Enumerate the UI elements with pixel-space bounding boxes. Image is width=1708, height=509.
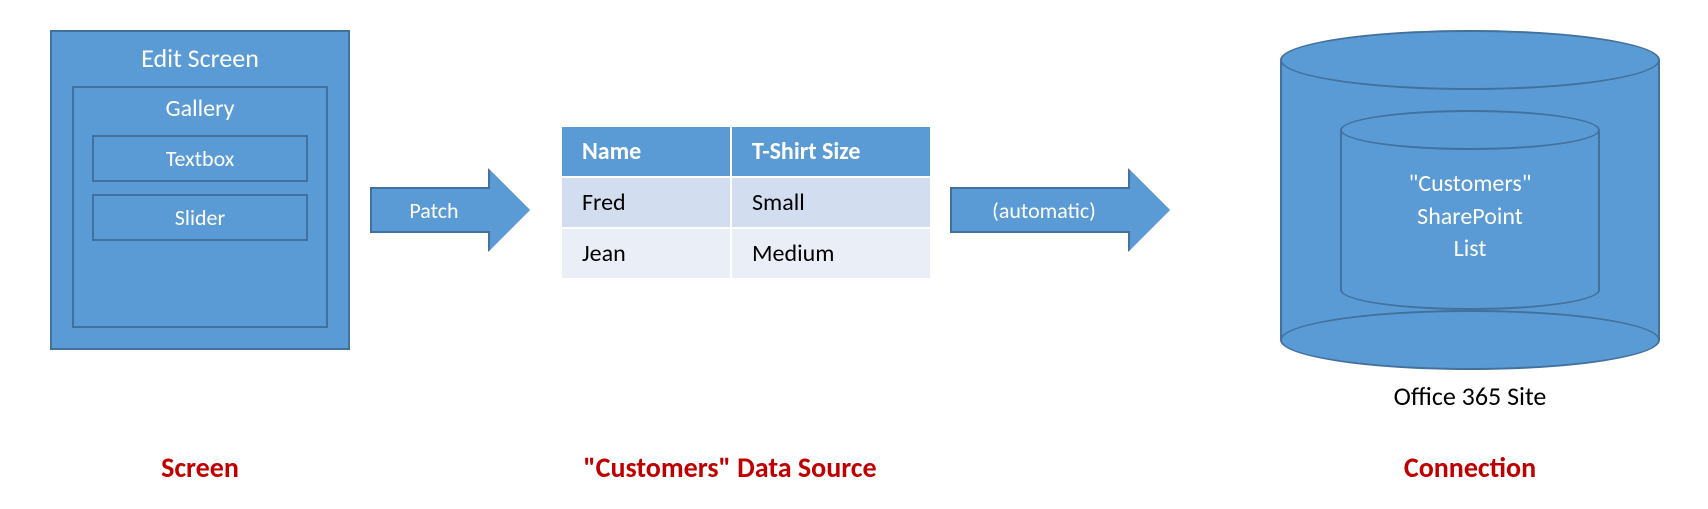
db-line-2: SharePoint [1342,201,1598,233]
sharepoint-list-cylinder: "Customers" SharePoint List [1340,110,1600,310]
gallery-controls: Textbox Slider [74,135,326,241]
edit-screen-box: Edit Screen Gallery Textbox Slider [50,30,350,350]
automatic-arrow-label: (automatic) [950,187,1130,233]
cylinder-body: "Customers" SharePoint List [1340,130,1600,290]
arrow-head-icon [490,170,530,250]
patch-arrow: Patch [370,170,530,250]
slider-control: Slider [92,194,308,241]
patch-arrow-label: Patch [370,187,490,233]
table-row: Jean Medium [561,228,931,279]
table-row: Fred Small [561,177,931,228]
gallery-title: Gallery [74,94,326,123]
cylinder-bottom [1280,310,1660,370]
db-line-1: "Customers" [1342,168,1598,200]
cylinder-top [1340,110,1600,150]
cell-name: Jean [561,228,731,279]
cylinder-top [1280,30,1660,90]
screen-caption: Screen [50,450,350,485]
office365-database: "Customers" SharePoint List [1280,30,1660,370]
office365-caption: Office 365 Site [1280,380,1660,412]
textbox-control: Textbox [92,135,308,182]
db-line-3: List [1342,233,1598,265]
datasource-caption: "Customers" Data Source [480,450,980,485]
diagram-canvas: Edit Screen Gallery Textbox Slider Patch… [0,0,1708,509]
table-header-row: Name T-Shirt Size [561,126,931,177]
automatic-arrow: (automatic) [950,170,1170,250]
cell-size: Medium [731,228,931,279]
connection-caption: Connection [1280,450,1660,485]
gallery-box: Gallery Textbox Slider [72,86,328,328]
col-header-size: T-Shirt Size [731,126,931,177]
edit-screen-title: Edit Screen [52,42,348,74]
arrow-head-icon [1130,170,1170,250]
customers-table: Name T-Shirt Size Fred Small Jean Medium [560,125,932,280]
col-header-name: Name [561,126,731,177]
cell-size: Small [731,177,931,228]
cell-name: Fred [561,177,731,228]
